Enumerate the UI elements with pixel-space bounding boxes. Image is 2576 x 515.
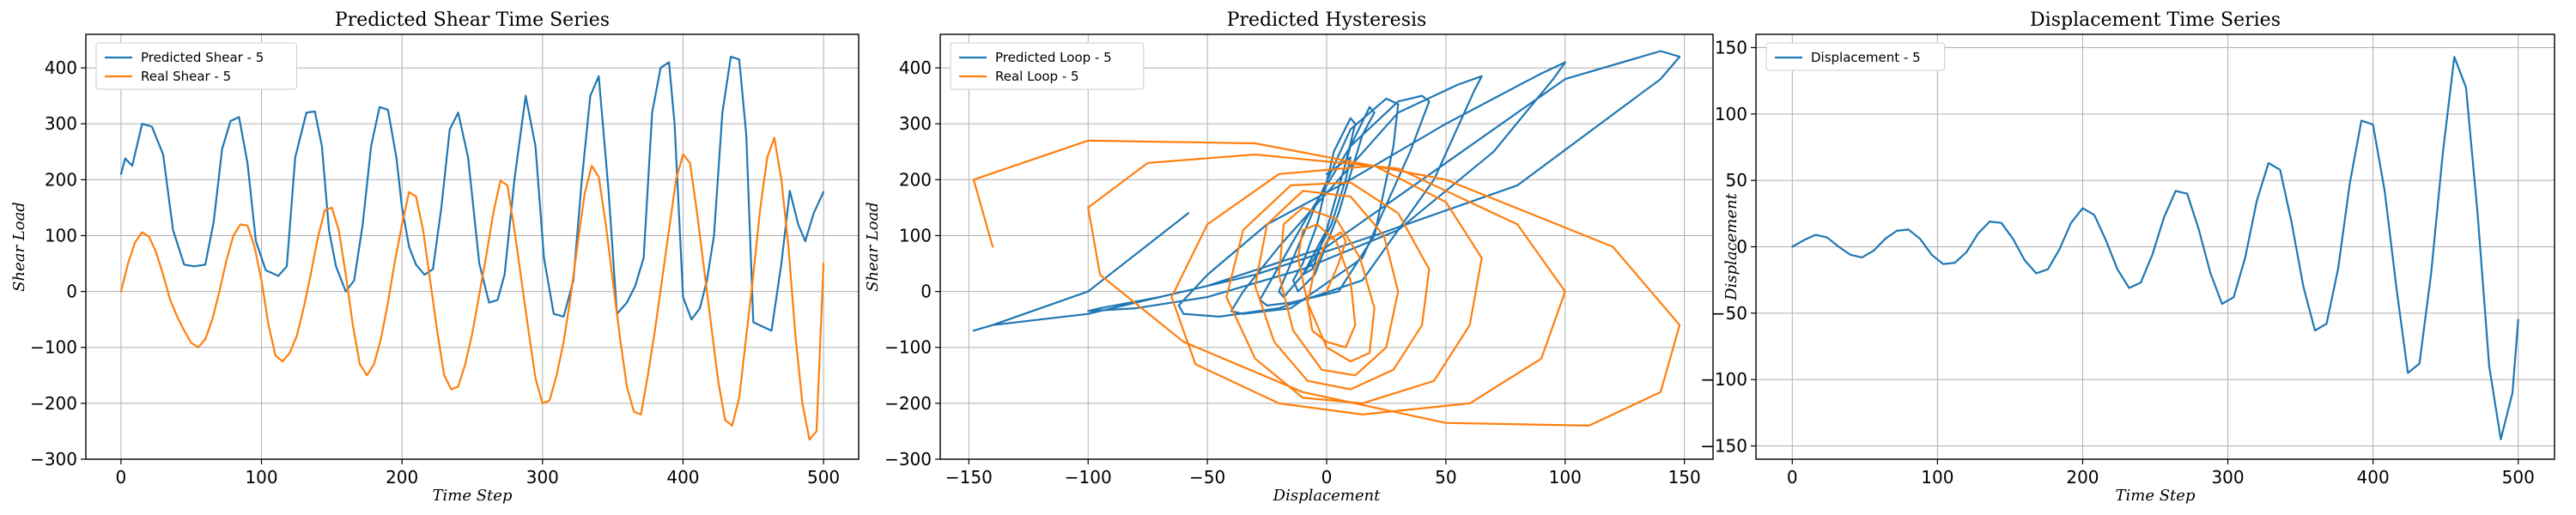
y-tick-label: −150 xyxy=(1700,436,1747,457)
plot-frame xyxy=(85,33,860,460)
legend-label: Predicted Shear - 5 xyxy=(141,50,264,65)
y-tick-label: 0 xyxy=(920,282,932,302)
x-tick-label: −150 xyxy=(945,467,993,488)
legend xyxy=(1765,42,1946,71)
legend xyxy=(950,42,1145,90)
x-tick-label: 150 xyxy=(1668,467,1701,488)
y-tick-label: −100 xyxy=(884,337,932,358)
x-tick-label: 100 xyxy=(1921,467,1953,488)
x-tick-label: −100 xyxy=(1065,467,1112,488)
y-tick-label: 200 xyxy=(45,169,77,190)
y-tick-label: −300 xyxy=(30,449,77,470)
y-tick-label: 400 xyxy=(899,58,932,78)
y-tick-label: 200 xyxy=(899,169,932,190)
y-tick-label: −300 xyxy=(884,449,932,470)
y-tick-label: 0 xyxy=(66,282,77,302)
y-tick-label: −100 xyxy=(30,337,77,358)
y-tick-label: −50 xyxy=(1711,303,1747,324)
series-line-predicted-shear-5 xyxy=(119,55,825,332)
x-tick-label: 100 xyxy=(1549,467,1582,488)
y-tick-label: 300 xyxy=(899,113,932,134)
y-tick-label: 100 xyxy=(1715,104,1747,124)
x-tick-label: 300 xyxy=(2211,467,2244,488)
y-tick-label: 300 xyxy=(45,113,77,134)
hysteresis-panel: Predicted Hysteresis −150 −100 −50 0 50 100 15… xyxy=(864,9,1714,505)
x-axis-label: Time Step xyxy=(2116,487,2196,505)
x-tick-label: 0 xyxy=(1787,467,1798,488)
x-tick-label: −50 xyxy=(1189,467,1225,488)
x-tick-label: 500 xyxy=(2502,467,2535,488)
x-axis-label: Time Step xyxy=(433,487,513,505)
series-line-predicted-loop-5 xyxy=(972,50,1681,332)
y-tick-label: 150 xyxy=(1715,37,1747,58)
y-tick-label: −200 xyxy=(884,393,932,414)
displacement-time-series-panel: Displacement Time Series 0 100 200 300 400 50… xyxy=(1700,9,2555,505)
x-tick-label: 200 xyxy=(386,467,418,488)
y-tick-label: 100 xyxy=(899,225,932,245)
y-tick-label: 0 xyxy=(1736,237,1747,258)
x-tick-label: 400 xyxy=(2357,467,2390,488)
legend xyxy=(95,42,297,90)
shear-time-series-panel: Predicted Shear Time Series 0 100 200 300 40… xyxy=(10,9,860,505)
x-tick-label: 200 xyxy=(2066,467,2099,488)
y-tick-label: 100 xyxy=(45,225,77,245)
panel-title: Predicted Shear Time Series xyxy=(335,9,610,31)
x-tick-label: 500 xyxy=(807,467,840,488)
y-tick-label: −100 xyxy=(1700,369,1747,390)
x-axis-label: Displacement xyxy=(1273,487,1381,505)
x-tick-label: 300 xyxy=(526,467,559,488)
y-tick-label: −200 xyxy=(30,393,77,414)
y-axis-label: Displacement xyxy=(1722,192,1741,300)
x-tick-label: 50 xyxy=(1435,467,1456,488)
series-line-real-shear-5 xyxy=(119,136,825,441)
series-line-real-loop-5 xyxy=(972,139,1681,427)
legend-label: Displacement - 5 xyxy=(1811,50,1921,65)
x-tick-label: 400 xyxy=(666,467,699,488)
series-line-displacement-5 xyxy=(1791,56,2519,440)
y-axis-label: Shear Load xyxy=(10,202,28,292)
y-tick-label: 400 xyxy=(45,58,77,78)
y-axis-label: Shear Load xyxy=(864,202,882,292)
x-tick-label: 100 xyxy=(245,467,277,488)
panel-title: Displacement Time Series xyxy=(2030,9,2281,31)
y-tick-label: 50 xyxy=(1726,170,1747,191)
legend-label: Predicted Loop - 5 xyxy=(995,50,1112,65)
legend-label: Real Loop - 5 xyxy=(995,69,1079,84)
panel-title: Predicted Hysteresis xyxy=(1227,9,1427,31)
x-tick-label: 0 xyxy=(1321,467,1333,488)
x-tick-label: 0 xyxy=(116,467,127,488)
legend-label: Real Shear - 5 xyxy=(141,69,231,84)
